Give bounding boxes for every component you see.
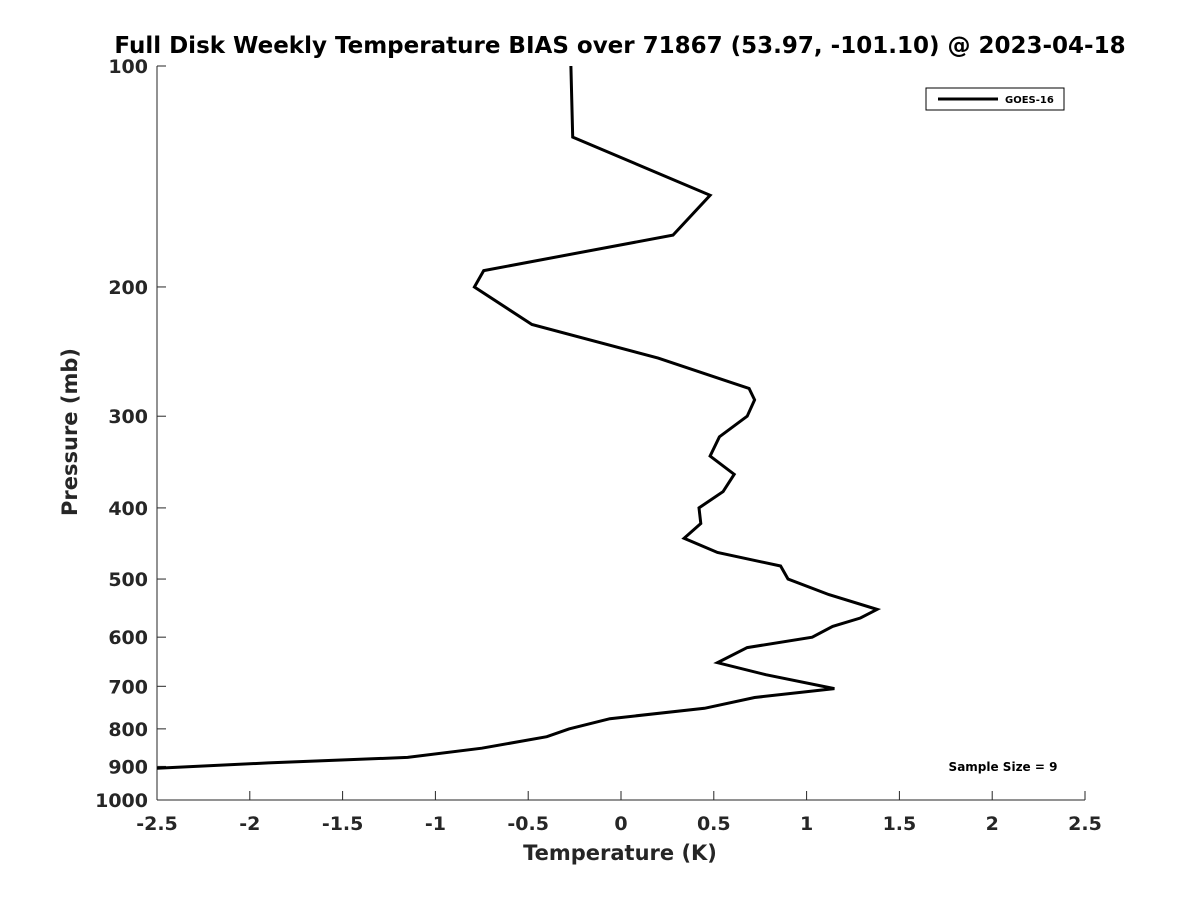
series-layer [156, 65, 882, 770]
y-tick-label: 300 [108, 406, 148, 428]
y-tick-label: 600 [108, 627, 148, 649]
x-tick-label: -2.5 [136, 813, 178, 835]
x-axis-label: Temperature (K) [523, 841, 717, 865]
y-tick-label: 400 [108, 498, 148, 520]
x-tick-label: 0.5 [697, 813, 731, 835]
x-axis: -2.5 -2 -1.5 -1 -0.5 0 0.5 1 1.5 2 2.5 [136, 791, 1102, 835]
y-axis-label: Pressure (mb) [58, 348, 82, 516]
y-tick-label: 700 [108, 676, 148, 698]
y-tick-label: 1000 [95, 790, 148, 812]
y-tick-label: 100 [108, 56, 148, 78]
y-tick-label: 500 [108, 569, 148, 591]
sample-size-annotation: Sample Size = 9 [949, 760, 1058, 774]
y-tick-label: 800 [108, 719, 148, 741]
series-line-0 [156, 65, 882, 770]
plot-area [156, 66, 1085, 801]
y-tick-label: 200 [108, 277, 148, 299]
x-tick-label: -1.5 [322, 813, 364, 835]
legend: GOES-16 [925, 87, 1065, 111]
x-tick-label: 1.5 [883, 813, 917, 835]
x-tick-label: -1 [425, 813, 446, 835]
x-tick-label: 1 [800, 813, 813, 835]
x-tick-label: 2 [986, 813, 999, 835]
x-tick-label: 0 [614, 813, 627, 835]
y-axis: 100 200 300 400 500 600 700 800 900 1000 [95, 56, 166, 812]
x-tick-label: -0.5 [507, 813, 549, 835]
legend-label: GOES-16 [1005, 95, 1054, 106]
x-tick-label: -2 [239, 813, 260, 835]
chart-title: Full Disk Weekly Temperature BIAS over 7… [114, 33, 1125, 59]
y-tick-label: 900 [108, 756, 148, 778]
x-tick-label: 2.5 [1068, 813, 1102, 835]
